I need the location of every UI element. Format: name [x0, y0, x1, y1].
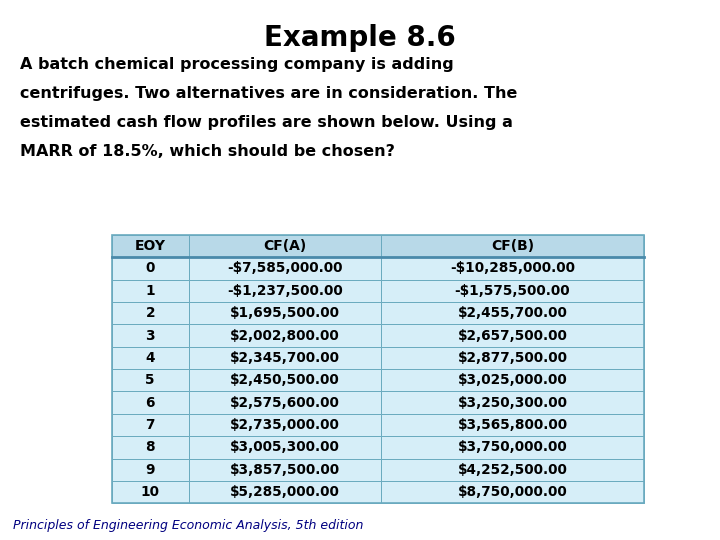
Text: EOY: EOY — [135, 239, 166, 253]
Text: $2,657,500.00: $2,657,500.00 — [458, 328, 567, 342]
Text: $2,455,700.00: $2,455,700.00 — [458, 306, 567, 320]
Bar — [381, 302, 644, 325]
Text: 9: 9 — [145, 463, 155, 477]
Text: -$1,237,500.00: -$1,237,500.00 — [227, 284, 343, 298]
Text: $1,695,500.00: $1,695,500.00 — [230, 306, 340, 320]
Bar — [381, 458, 644, 481]
Bar — [112, 302, 189, 325]
Text: $8,750,000.00: $8,750,000.00 — [458, 485, 567, 499]
Bar — [381, 369, 644, 392]
Bar — [381, 280, 644, 302]
Text: $2,877,500.00: $2,877,500.00 — [457, 351, 567, 365]
Text: CF(A): CF(A) — [263, 239, 307, 253]
Text: $2,575,600.00: $2,575,600.00 — [230, 396, 340, 410]
Bar — [381, 481, 644, 503]
Bar — [112, 257, 189, 280]
Bar — [189, 481, 381, 503]
Text: 6: 6 — [145, 396, 155, 410]
Bar — [112, 347, 189, 369]
Text: Principles of Engineering Economic Analysis, 5th edition: Principles of Engineering Economic Analy… — [13, 519, 364, 532]
Text: $3,005,300.00: $3,005,300.00 — [230, 440, 340, 454]
Text: 5: 5 — [145, 373, 155, 387]
Text: 4: 4 — [145, 351, 155, 365]
Bar — [381, 436, 644, 458]
Text: centrifuges. Two alternatives are in consideration. The: centrifuges. Two alternatives are in con… — [20, 86, 518, 101]
Bar — [381, 235, 644, 257]
Bar — [381, 257, 644, 280]
Text: estimated cash flow profiles are shown below. Using a: estimated cash flow profiles are shown b… — [20, 115, 513, 130]
Text: 0: 0 — [145, 261, 155, 275]
Bar — [189, 436, 381, 458]
Bar — [189, 392, 381, 414]
Bar — [189, 369, 381, 392]
Bar — [189, 347, 381, 369]
Text: -$7,585,000.00: -$7,585,000.00 — [227, 261, 343, 275]
Text: 7: 7 — [145, 418, 155, 432]
Text: CF(B): CF(B) — [491, 239, 534, 253]
Text: -$10,285,000.00: -$10,285,000.00 — [450, 261, 575, 275]
Bar — [189, 325, 381, 347]
Text: $2,735,000.00: $2,735,000.00 — [230, 418, 340, 432]
Text: A batch chemical processing company is adding: A batch chemical processing company is a… — [20, 57, 454, 72]
Text: $2,002,800.00: $2,002,800.00 — [230, 328, 340, 342]
Bar — [189, 302, 381, 325]
Text: $3,857,500.00: $3,857,500.00 — [230, 463, 340, 477]
Text: $2,450,500.00: $2,450,500.00 — [230, 373, 340, 387]
Text: $3,250,300.00: $3,250,300.00 — [457, 396, 567, 410]
Bar — [189, 280, 381, 302]
Bar — [381, 414, 644, 436]
Text: 10: 10 — [140, 485, 160, 499]
Bar — [189, 414, 381, 436]
Bar — [112, 369, 189, 392]
Bar — [112, 458, 189, 481]
Text: $3,025,000.00: $3,025,000.00 — [458, 373, 567, 387]
Bar — [381, 392, 644, 414]
Bar — [381, 347, 644, 369]
Text: $3,750,000.00: $3,750,000.00 — [458, 440, 567, 454]
Bar — [189, 458, 381, 481]
Bar — [189, 235, 381, 257]
Text: 1: 1 — [145, 284, 155, 298]
Bar — [189, 257, 381, 280]
Bar — [112, 436, 189, 458]
Bar — [112, 325, 189, 347]
Bar — [112, 481, 189, 503]
Bar — [112, 392, 189, 414]
Text: $5,285,000.00: $5,285,000.00 — [230, 485, 340, 499]
Text: MARR of 18.5%, which should be chosen?: MARR of 18.5%, which should be chosen? — [20, 144, 395, 159]
Bar — [112, 235, 189, 257]
Text: Example 8.6: Example 8.6 — [264, 24, 456, 52]
Text: $3,565,800.00: $3,565,800.00 — [457, 418, 567, 432]
Text: 8: 8 — [145, 440, 155, 454]
Bar — [112, 235, 644, 503]
Text: $2,345,700.00: $2,345,700.00 — [230, 351, 340, 365]
Bar — [112, 414, 189, 436]
Text: 3: 3 — [145, 328, 155, 342]
Text: 2: 2 — [145, 306, 155, 320]
Text: $4,252,500.00: $4,252,500.00 — [458, 463, 567, 477]
Bar — [381, 325, 644, 347]
Bar — [112, 280, 189, 302]
Text: -$1,575,500.00: -$1,575,500.00 — [455, 284, 570, 298]
